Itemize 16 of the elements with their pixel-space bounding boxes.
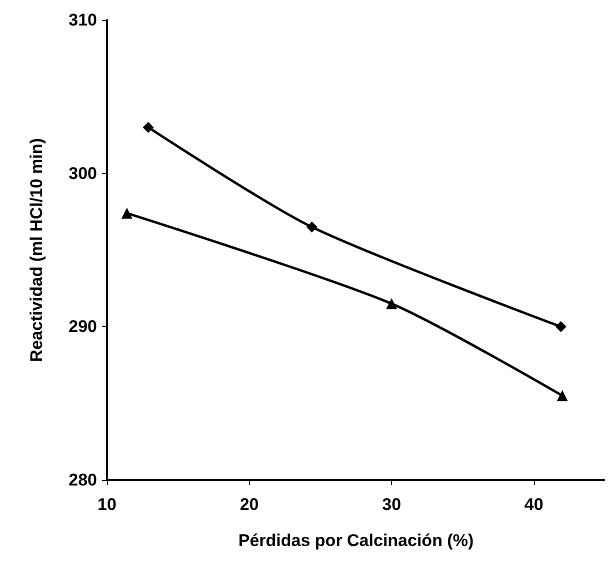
y-tick-label: 300 <box>68 164 97 183</box>
point <box>142 122 154 133</box>
x-tick-label: 40 <box>524 495 544 514</box>
y-axis-title: Reactividad (ml HCl/10 min) <box>27 138 46 362</box>
x-tick-label: 20 <box>240 495 259 514</box>
x-tick-label: 10 <box>98 495 116 514</box>
point <box>306 222 318 232</box>
point <box>121 208 132 219</box>
y-tick-label: 290 <box>68 317 97 336</box>
y-tick-label: 280 <box>68 470 97 490</box>
x-tick-label: 30 <box>382 495 402 514</box>
point <box>386 298 398 310</box>
point <box>556 390 568 402</box>
x-axis-title: Pérdidas por Calcinación (%) <box>238 531 474 550</box>
point <box>555 321 566 332</box>
y-tick-label: 310 <box>68 10 97 30</box>
